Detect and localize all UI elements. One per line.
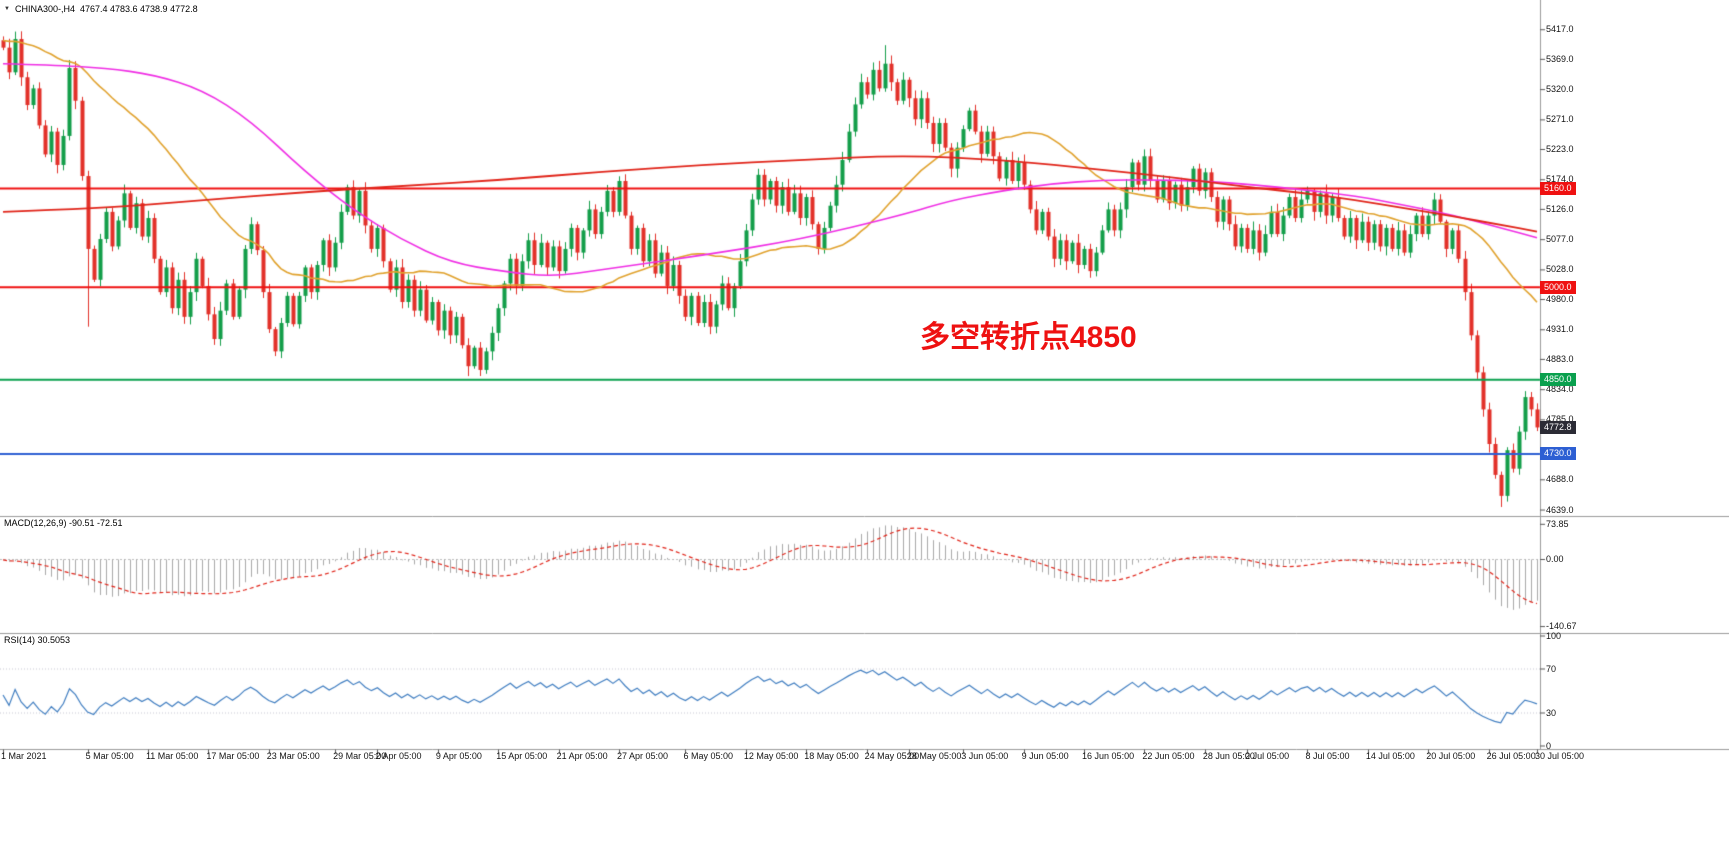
- price-axis-label: 5271.0: [1546, 114, 1574, 125]
- level-price-tag: 5000.0: [1540, 280, 1576, 294]
- chart-header: ▼ CHINA300-,H4 4767.4 4783.6 4738.9 4772…: [4, 4, 198, 14]
- time-axis-label: 21 Apr 05:00: [556, 751, 608, 761]
- time-axis-label: 14 Jul 05:00: [1365, 751, 1415, 761]
- chevron-down-icon[interactable]: ▼: [4, 5, 10, 12]
- rsi-axis-label: 100: [1546, 630, 1562, 641]
- price-axis-label: 5126.0: [1546, 203, 1574, 214]
- price-axis-label: 5077.0: [1546, 234, 1574, 245]
- price-axis-label: 5028.0: [1546, 264, 1574, 275]
- price-axis-label: 5369.0: [1546, 53, 1574, 64]
- level-price-tag: 5160.0: [1540, 181, 1576, 195]
- annotation-text: 多空转折点4850: [920, 321, 1137, 354]
- time-axis-label: 5 Mar 05:00: [85, 751, 134, 761]
- current-price-tag: 4772.8: [1540, 420, 1576, 434]
- time-axis-label: 24 May 05:00: [864, 751, 920, 761]
- macd-axis-label: 0.00: [1546, 554, 1564, 564]
- time-axis-label: 12 May 05:00: [743, 751, 799, 761]
- time-axis-label: 28 May 05:00: [906, 751, 962, 761]
- time-axis-label: 8 Jul 05:00: [1305, 751, 1350, 761]
- time-axis-label: 11 Mar 05:00: [145, 751, 199, 761]
- price-axis-label: 5320.0: [1546, 84, 1574, 95]
- macd-indicator-label: MACD(12,26,9) -90.51 -72.51: [4, 518, 123, 528]
- price-axis-label: 4785.0: [1546, 414, 1574, 425]
- time-axis-label: 16 Jun 05:00: [1082, 751, 1135, 761]
- time-axis-label: 9 Apr 05:00: [435, 751, 482, 761]
- price-axis-label: 5417.0: [1546, 24, 1574, 35]
- price-axis-label: 5223.0: [1546, 144, 1574, 154]
- time-axis-label: 1 Mar 2021: [1, 751, 47, 761]
- symbol-timeframe-label: CHINA300-,H4: [14, 4, 75, 14]
- time-axis-label: 27 Apr 05:00: [617, 751, 669, 761]
- ohlc-values: 4767.4 4783.6 4738.9 4772.8: [79, 4, 198, 14]
- price-axis-label: 4688.0: [1546, 474, 1574, 485]
- rsi-axis-label: 30: [1546, 707, 1557, 718]
- time-axis-label: 15 Apr 05:00: [496, 751, 548, 761]
- price-axis-label: 4931.0: [1546, 324, 1574, 335]
- macd-axis-label: 73.85: [1546, 518, 1569, 529]
- price-axis-label: 4883.0: [1546, 353, 1574, 364]
- time-axis-label: 22 Jun 05:00: [1142, 751, 1195, 761]
- price-axis-label: 4639.0: [1546, 504, 1574, 515]
- price-axis-label: 5174.0: [1546, 174, 1574, 185]
- price-axis-label: 4980.0: [1546, 294, 1574, 305]
- time-axis-label: 30 Jul 05:00: [1534, 751, 1585, 761]
- level-price-tag: 4730.0: [1540, 447, 1576, 461]
- time-axis-label: 2 Apr 05:00: [375, 751, 422, 761]
- time-axis-label: 20 Jul 05:00: [1426, 751, 1476, 761]
- macd-axis-label: -140.67: [1546, 621, 1577, 632]
- rsi-indicator-label: RSI(14) 30.5053: [4, 635, 71, 645]
- time-axis-label: 2 Jul 05:00: [1245, 751, 1290, 761]
- rsi-axis-label: 0: [1546, 740, 1552, 751]
- time-axis-label: 28 Jun 05:00: [1202, 751, 1255, 761]
- price-axis-label: 4834.0: [1546, 384, 1574, 395]
- time-axis-label: 18 May 05:00: [804, 751, 859, 761]
- time-axis-label: 23 Mar 05:00: [266, 751, 320, 761]
- time-axis-label: 3 Jun 05:00: [961, 751, 1009, 761]
- rsi-axis-label: 70: [1546, 663, 1557, 674]
- time-axis-label: 29 Mar 05:00: [333, 751, 387, 761]
- level-price-tag: 4850.0: [1540, 373, 1576, 387]
- time-axis-label: 6 May 05:00: [683, 751, 733, 761]
- time-axis-label: 9 Jun 05:00: [1021, 751, 1069, 761]
- time-axis-label: 26 Jul 05:00: [1486, 751, 1536, 761]
- time-axis-label: 17 Mar 05:00: [206, 751, 260, 761]
